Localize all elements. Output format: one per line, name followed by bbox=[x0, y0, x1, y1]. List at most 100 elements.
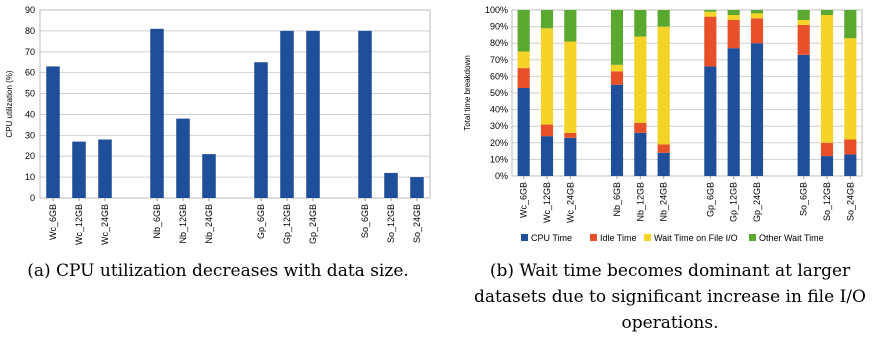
stack-segment bbox=[820, 14, 834, 143]
stack-segment bbox=[704, 11, 717, 17]
y-axis-label: CPU utilization (%) bbox=[5, 70, 14, 137]
bar bbox=[384, 172, 398, 198]
stack-segment bbox=[540, 10, 554, 29]
legend-label: Other Wait Time bbox=[759, 233, 824, 243]
bar bbox=[150, 28, 164, 198]
plot-border bbox=[39, 9, 431, 199]
x-tick-label: Gp_6GB bbox=[705, 182, 715, 217]
stack-segment bbox=[517, 10, 530, 52]
x-tick-label: Wc_6GB bbox=[519, 182, 529, 218]
y-tick-label: 90 bbox=[25, 5, 35, 15]
x-tick-label: So_24GB bbox=[845, 182, 855, 221]
stack-segment bbox=[797, 10, 810, 20]
stack-segment bbox=[564, 10, 577, 42]
y-tick-label: 60 bbox=[25, 68, 35, 78]
legend-swatch bbox=[749, 234, 756, 241]
stack-segment bbox=[610, 64, 624, 72]
stack-segment bbox=[844, 10, 857, 39]
stack-segment bbox=[540, 28, 554, 125]
y-tick-label: 30% bbox=[490, 121, 508, 131]
stack-segment bbox=[844, 38, 857, 140]
x-tick-label: Nb_6GB bbox=[612, 182, 622, 217]
legend-swatch bbox=[644, 234, 651, 241]
stack-segment bbox=[540, 136, 554, 176]
y-axis-label: Total time breakdown bbox=[463, 55, 472, 131]
x-tick-label: Nb_24GB bbox=[204, 204, 214, 244]
x-tick-label: Nb_12GB bbox=[178, 204, 188, 244]
y-tick-label: 100% bbox=[485, 5, 508, 15]
stack-segment bbox=[704, 10, 717, 12]
x-tick-label: So_24GB bbox=[412, 204, 422, 243]
bar bbox=[280, 30, 294, 199]
x-tick-label: Wc_12GB bbox=[542, 182, 552, 223]
legend-swatch bbox=[590, 234, 597, 241]
x-tick-label: Gp_12GB bbox=[729, 182, 739, 222]
stack-segment bbox=[727, 48, 740, 176]
stack-segment bbox=[634, 10, 647, 37]
x-tick-label: So_6GB bbox=[799, 182, 809, 216]
stack-segment bbox=[517, 88, 530, 176]
x-tick-label: Nb_24GB bbox=[659, 182, 669, 222]
stack-segment bbox=[564, 41, 577, 133]
y-tick-label: 80 bbox=[25, 26, 35, 36]
x-tick-label: Nb_12GB bbox=[635, 182, 645, 222]
plot-border bbox=[511, 9, 863, 177]
bar bbox=[176, 118, 190, 198]
stack-segment bbox=[820, 156, 834, 176]
bar bbox=[410, 177, 424, 198]
stack-segment bbox=[727, 19, 740, 49]
stack-segment bbox=[517, 68, 530, 89]
bar bbox=[254, 62, 268, 198]
x-tick-label: Nb_6GB bbox=[152, 204, 162, 239]
bar bbox=[72, 141, 86, 198]
stack-segment bbox=[797, 19, 810, 25]
y-tick-label: 0% bbox=[495, 171, 508, 181]
stack-segment bbox=[704, 66, 717, 176]
stack-segment bbox=[657, 10, 670, 27]
stack-segment bbox=[727, 10, 740, 15]
stack-segment bbox=[657, 144, 670, 153]
x-tick-label: So_12GB bbox=[386, 204, 396, 243]
stack-segment bbox=[610, 84, 624, 176]
stack-segment bbox=[797, 54, 810, 176]
stack-segment bbox=[564, 132, 577, 138]
legend-label: Idle Time bbox=[600, 233, 637, 243]
y-tick-label: 70% bbox=[490, 55, 508, 65]
bar bbox=[306, 30, 320, 199]
y-tick-label: 70 bbox=[25, 47, 35, 57]
stack-segment bbox=[610, 71, 624, 85]
stack-segment bbox=[750, 43, 764, 177]
x-tick-label: Wc_24GB bbox=[565, 182, 575, 223]
bar bbox=[46, 66, 60, 199]
y-tick-label: 40% bbox=[490, 105, 508, 115]
bar bbox=[202, 154, 216, 198]
stack-segment bbox=[797, 24, 810, 55]
stack-segment bbox=[564, 137, 577, 176]
bar bbox=[98, 139, 112, 198]
stack-segment bbox=[727, 14, 740, 20]
stack-segment bbox=[704, 16, 717, 67]
legend-label: Wait Time on File I/O bbox=[654, 233, 738, 243]
legend-swatch bbox=[521, 234, 528, 241]
y-tick-label: 90% bbox=[490, 22, 508, 32]
x-tick-label: Gp_12GB bbox=[282, 204, 292, 244]
stack-segment bbox=[540, 124, 554, 137]
caption-a: (a) CPU utilization decreases with data … bbox=[27, 261, 409, 281]
stack-segment bbox=[844, 139, 857, 155]
x-tick-label: Gp_24GB bbox=[752, 182, 762, 222]
x-tick-label: So_6GB bbox=[360, 204, 370, 238]
stack-segment bbox=[750, 18, 764, 44]
stack-segment bbox=[750, 13, 764, 19]
bar bbox=[358, 30, 372, 199]
stack-segment bbox=[634, 36, 647, 123]
stack-segment bbox=[657, 152, 670, 176]
x-tick-label: So_12GB bbox=[822, 182, 832, 221]
y-tick-label: 80% bbox=[490, 38, 508, 48]
y-tick-label: 40 bbox=[25, 109, 35, 119]
stack-segment bbox=[750, 10, 764, 14]
y-tick-label: 0 bbox=[30, 193, 35, 203]
x-tick-label: Wc_12GB bbox=[74, 204, 84, 245]
stack-segment bbox=[657, 26, 670, 145]
